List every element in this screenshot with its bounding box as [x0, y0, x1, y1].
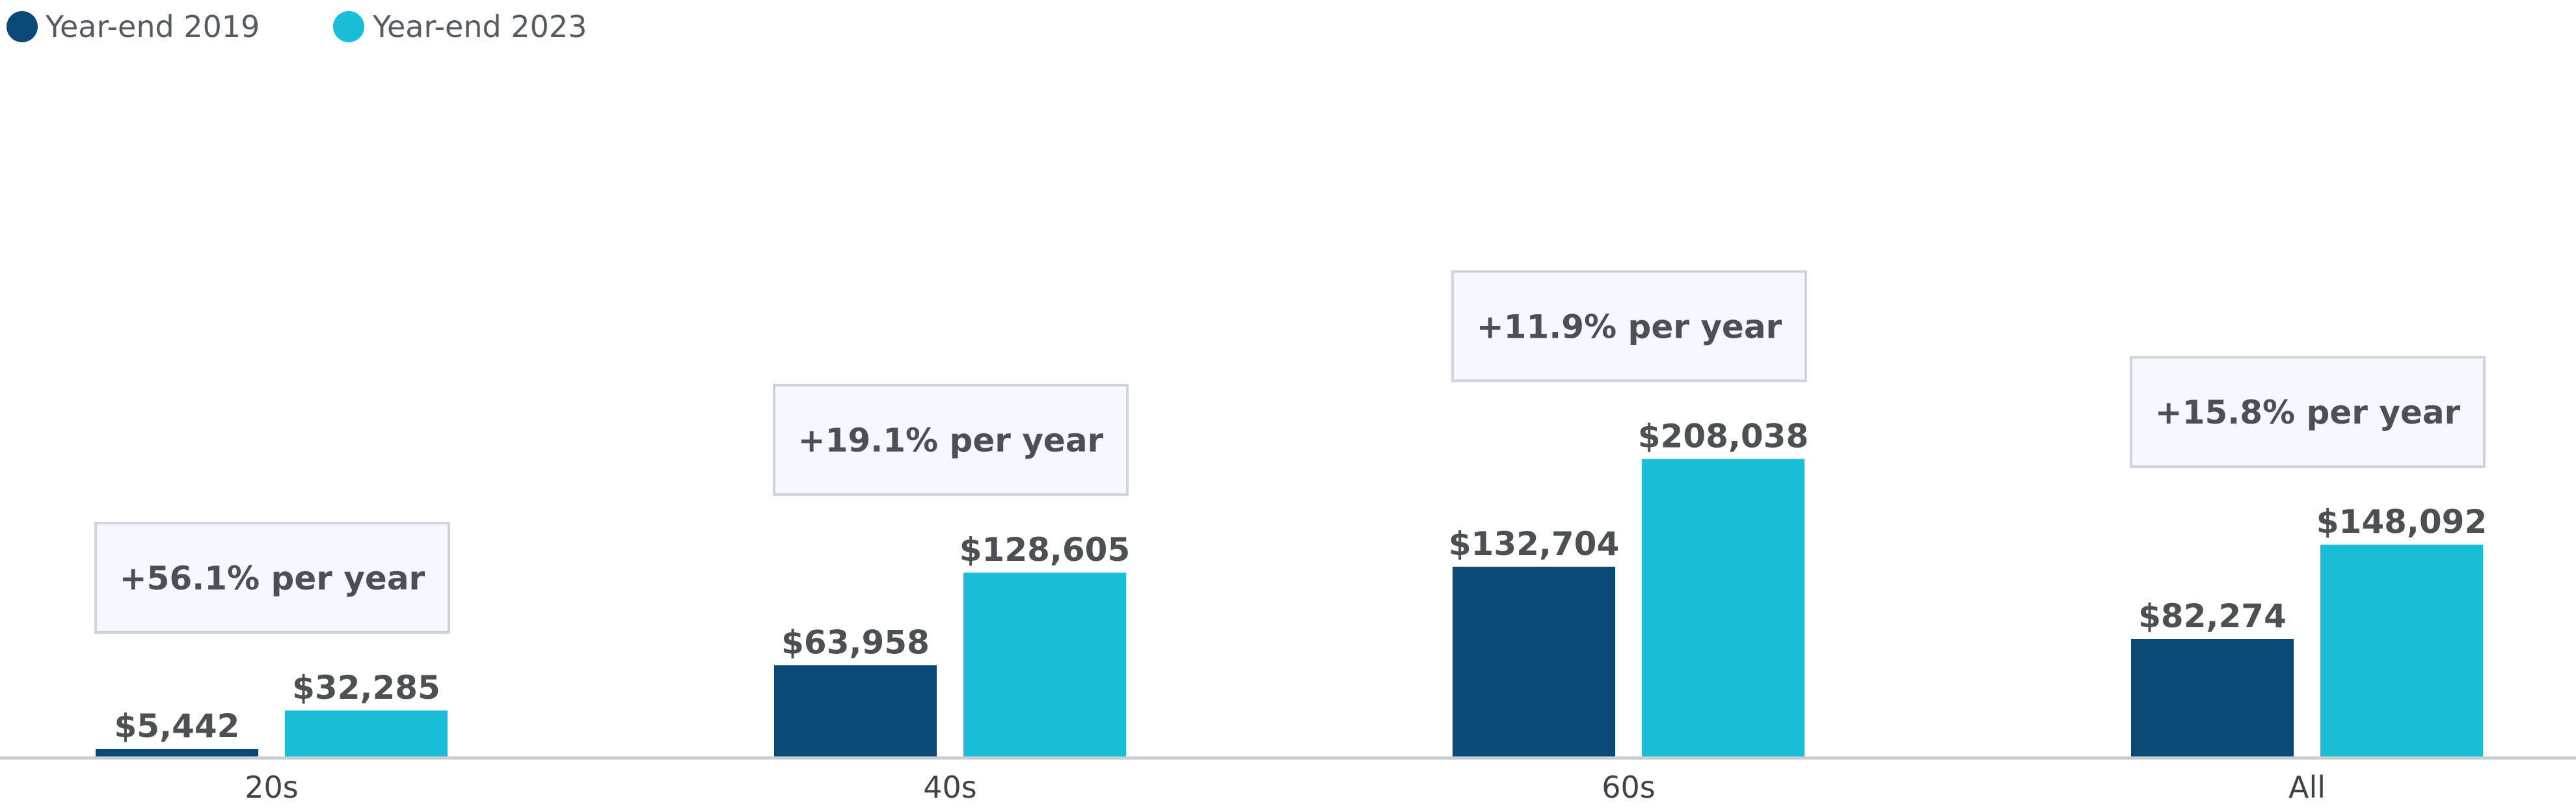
bar-2019-40s [774, 665, 937, 757]
plot-area: $5,442 $32,285 +56.1% per year 20s $63,958 $1… [94, 270, 2488, 805]
data-label-2019-all: $82,274 [2138, 597, 2287, 635]
data-label-2023-all: $148,092 [2316, 503, 2488, 541]
growth-annotation-box [773, 384, 1129, 496]
growth-annotation-box [1451, 270, 1807, 383]
growth-annotation-20s: +56.1% per year [94, 521, 450, 634]
bar-2023-20s [285, 710, 448, 757]
data-label-2019-20s: $5,442 [114, 707, 240, 745]
growth-annotation-60s: +11.9% per year [1451, 270, 1807, 383]
growth-annotation-text: +56.1% per year [120, 560, 425, 597]
bar-group-60s: $132,704 $208,038 +11.9% per year 60s [1449, 270, 1809, 805]
growth-annotation-40s: +19.1% per year [773, 384, 1129, 496]
growth-annotation-text: +15.8% per year [2155, 394, 2461, 431]
legend-label-2019: Year-end 2019 [45, 9, 260, 44]
growth-annotation-box [2130, 356, 2486, 468]
bar-2023-40s [963, 573, 1126, 757]
growth-annotation-text: +11.9% per year [1477, 308, 1782, 345]
legend: Year-end 2019 Year-end 2023 [7, 9, 587, 44]
x-tick-label-20s: 20s [245, 770, 299, 805]
legend-marker-2019 [7, 11, 38, 42]
x-tick-label-all: All [2288, 770, 2326, 805]
bar-group-all: $82,274 $148,092 +15.8% per year All [2130, 356, 2488, 805]
bar-group-40s: $63,958 $128,605 +19.1% per year 40s [773, 384, 1131, 805]
bar-2023-all [2320, 545, 2483, 757]
data-label-2019-60s: $132,704 [1449, 525, 1620, 563]
x-tick-label-40s: 40s [923, 770, 977, 805]
bar-group-20s: $5,442 $32,285 +56.1% per year 20s [94, 521, 450, 805]
legend-item-2019: Year-end 2019 [7, 9, 260, 44]
legend-item-2023: Year-end 2023 [333, 9, 587, 44]
data-label-2023-20s: $32,285 [292, 669, 440, 707]
bar-2019-60s [1453, 567, 1615, 757]
bar-2019-all [2131, 638, 2294, 757]
growth-annotation-box [94, 521, 450, 634]
legend-marker-2023 [333, 11, 364, 42]
growth-annotation-text: +19.1% per year [798, 422, 1104, 459]
bar-2019-20s [96, 749, 258, 757]
legend-label-2023: Year-end 2023 [372, 9, 587, 44]
data-label-2023-60s: $208,038 [1638, 417, 1809, 455]
data-label-2019-40s: $63,958 [781, 623, 930, 661]
data-label-2023-40s: $128,605 [959, 531, 1131, 569]
bar-2023-60s [1642, 459, 1805, 757]
x-tick-label-60s: 60s [1602, 770, 1656, 805]
growth-annotation-all: +15.8% per year [2130, 356, 2486, 468]
